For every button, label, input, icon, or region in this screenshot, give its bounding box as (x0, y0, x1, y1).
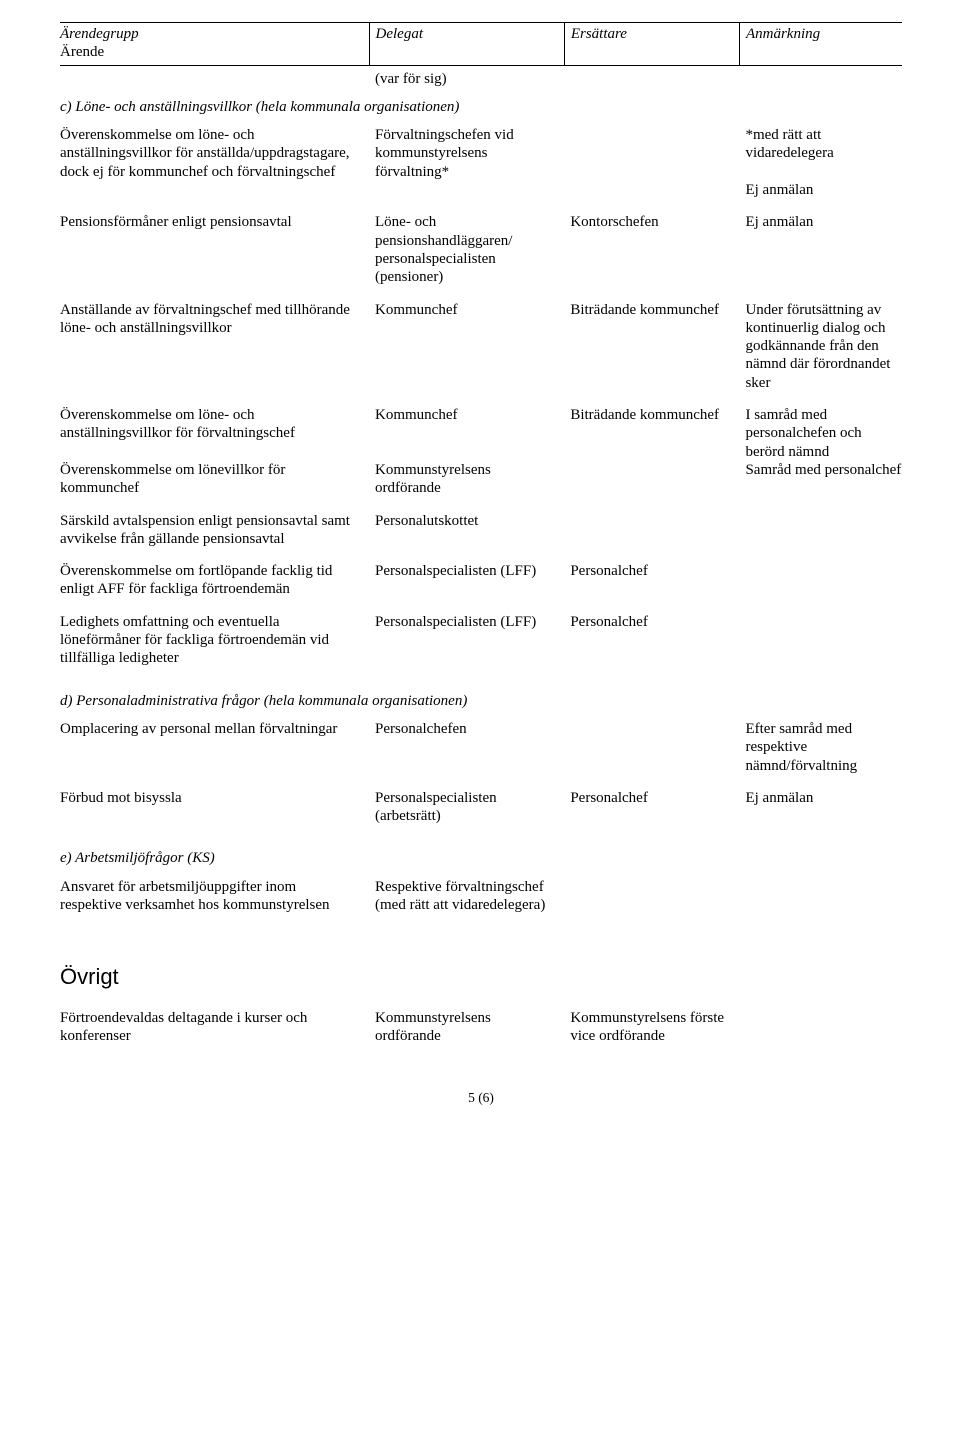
table-row: Överenskommelse om fortlöpande facklig t… (60, 562, 902, 613)
header-col-1: Delegat (369, 23, 564, 66)
table-row: Överenskommelse om löne- och anställning… (60, 126, 902, 213)
table-row: Överenskommelse om lönevillkor för kommu… (60, 461, 902, 512)
section-c-cell-c1: Kommunchef (369, 406, 564, 461)
section-c-cell-c3 (739, 512, 902, 563)
section-e-cell-c0: Ansvaret för arbetsmiljöuppgifter inom r… (60, 878, 369, 929)
section-c-cell-c0: Ledighets omfattning och eventuella löne… (60, 613, 369, 682)
section-c-cell-c2: Kontorschefen (564, 213, 739, 300)
section-c-cell-c0: Överenskommelse om fortlöpande facklig t… (60, 562, 369, 613)
section-d-cell-c1: Personalspecialisten (arbetsrätt) (369, 789, 564, 840)
table-row: Omplacering av personal mellan förvaltni… (60, 720, 902, 789)
page-number: 5 (6) (60, 1090, 902, 1106)
section-c-cell-c0: Överenskommelse om löne- och anställning… (60, 126, 369, 213)
section-c-cell-c1: Personalspecialisten (LFF) (369, 613, 564, 682)
header-label-arendegrupp: Ärendegrupp (60, 26, 139, 42)
ovrigt-heading: Övrigt (60, 964, 902, 991)
section-c-cell-c2: Personalchef (564, 613, 739, 682)
ovrigt-table: Förtroendevaldas deltagande i kurser och… (60, 1009, 902, 1060)
section-d-cell-c0: Förbud mot bisyssla (60, 789, 369, 840)
header-subnote: (var för sig) (60, 70, 902, 88)
table-row: Överenskommelse om löne- och anställning… (60, 406, 902, 461)
header-col-0: Ärendegrupp Ärende (60, 23, 369, 66)
section-c-cell-c2: Biträdande kommunchef (564, 406, 739, 461)
table-row: Pensionsförmåner enligt pensionsavtalLön… (60, 213, 902, 300)
section-c-cell-c2: Biträdande kommunchef (564, 301, 739, 406)
ovrigt-cell-c1: Kommunstyrelsens ordförande (369, 1009, 564, 1060)
section-e-cell-c1: Respektive förvaltningschef (med rätt at… (369, 878, 564, 929)
section-d-table: Omplacering av personal mellan förvaltni… (60, 720, 902, 839)
section-c-cell-c3: Ej anmälan (739, 213, 902, 300)
section-c-cell-c2 (564, 512, 739, 563)
section-c-cell-c0: Överenskommelse om lönevillkor för kommu… (60, 461, 369, 512)
section-e-cell-c2 (564, 878, 739, 929)
section-c-cell-c1: Personalspecialisten (LFF) (369, 562, 564, 613)
section-d-cell-c0: Omplacering av personal mellan förvaltni… (60, 720, 369, 789)
table-row: Förtroendevaldas deltagande i kurser och… (60, 1009, 902, 1060)
header-label-arende: Ärende (60, 44, 104, 60)
section-d-cell-c3: Efter samråd med respektive nämnd/förval… (739, 720, 902, 789)
ovrigt-cell-c0: Förtroendevaldas deltagande i kurser och… (60, 1009, 369, 1060)
section-c-table: Överenskommelse om löne- och anställning… (60, 126, 902, 681)
section-c-cell-c3: Samråd med personalchef (739, 461, 902, 512)
section-c-cell-c2: Personalchef (564, 562, 739, 613)
section-d-title: d) Personaladministrativa frågor (hela k… (60, 692, 902, 710)
section-d-cell-c3: Ej anmälan (739, 789, 902, 840)
section-e-table: Ansvaret för arbetsmiljöuppgifter inom r… (60, 878, 902, 929)
section-d-cell-c2 (564, 720, 739, 789)
section-d-cell-c1: Personalchefen (369, 720, 564, 789)
section-c-cell-c0: Överenskommelse om löne- och anställning… (60, 406, 369, 461)
header-col-2: Ersättare (564, 23, 739, 66)
section-c-cell-c0: Pensionsförmåner enligt pensionsavtal (60, 213, 369, 300)
table-row: Ledighets omfattning och eventuella löne… (60, 613, 902, 682)
table-row: Förbud mot bisysslaPersonalspecialisten … (60, 789, 902, 840)
ovrigt-cell-c2: Kommunstyrelsens förste vice ordförande (564, 1009, 739, 1060)
section-c-title: c) Löne- och anställningsvillkor (hela k… (60, 98, 902, 116)
section-c-cell-c3 (739, 562, 902, 613)
section-e-cell-c3 (739, 878, 902, 929)
section-c-cell-c2 (564, 461, 739, 512)
section-c-cell-c3: Under förutsättning av kontinuerlig dial… (739, 301, 902, 406)
section-c-cell-c1: Förvaltningschefen vid kommunstyrelsens … (369, 126, 564, 213)
section-d-cell-c2: Personalchef (564, 789, 739, 840)
section-c-cell-c1: Kommunstyrelsens ordförande (369, 461, 564, 512)
section-c-cell-c3: *med rätt att vidaredelegeraEj anmälan (739, 126, 902, 213)
table-row: Särskild avtalspension enligt pensionsav… (60, 512, 902, 563)
section-c-cell-c1: Löne- och pensionshandläggaren/ personal… (369, 213, 564, 300)
section-c-cell-c3 (739, 613, 902, 682)
section-c-cell-c2 (564, 126, 739, 213)
header-col-3: Anmärkning (739, 23, 902, 66)
section-c-cell-c1: Kommunchef (369, 301, 564, 406)
section-e-title: e) Arbetsmiljöfrågor (KS) (60, 849, 902, 867)
column-header-table: Ärendegrupp Ärende Delegat Ersättare Anm… (60, 22, 902, 66)
ovrigt-cell-c3 (739, 1009, 902, 1060)
section-c-cell-c3: I samråd med personalchefen och berörd n… (739, 406, 902, 461)
table-row: Anställande av förvaltningschef med till… (60, 301, 902, 406)
table-row: Ansvaret för arbetsmiljöuppgifter inom r… (60, 878, 902, 929)
section-c-cell-c1: Personalutskottet (369, 512, 564, 563)
section-c-cell-c0: Anställande av förvaltningschef med till… (60, 301, 369, 406)
section-c-cell-c0: Särskild avtalspension enligt pensionsav… (60, 512, 369, 563)
